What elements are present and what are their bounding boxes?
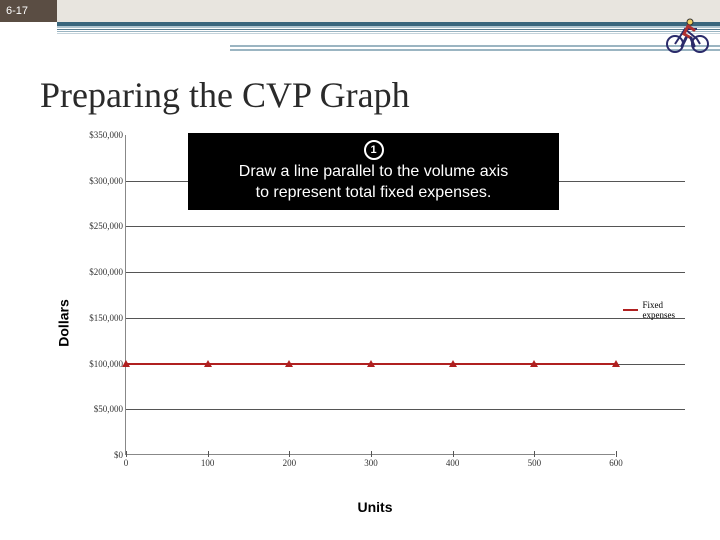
data-marker (122, 360, 130, 367)
x-tick-label: 400 (446, 458, 460, 468)
x-tick-label: 0 (124, 458, 129, 468)
page-number-bar: 6-17 (0, 0, 57, 22)
gridline (126, 226, 685, 227)
y-tick-label: $200,000 (63, 267, 126, 277)
y-tick-label: $250,000 (63, 221, 126, 231)
x-tick-mark (453, 451, 454, 457)
y-tick-label: $100,000 (63, 359, 126, 369)
x-tick-mark (616, 451, 617, 457)
x-tick-label: 600 (609, 458, 623, 468)
y-tick-label: $150,000 (63, 313, 126, 323)
data-marker (612, 360, 620, 367)
callout-line2: to represent total fixed expenses. (256, 184, 492, 201)
step-callout: 1 Draw a line parallel to the volume axi… (188, 133, 559, 210)
data-marker (204, 360, 212, 367)
gridline (126, 409, 685, 410)
x-tick-label: 100 (201, 458, 215, 468)
callout-line1: Draw a line parallel to the volume axis (239, 163, 508, 180)
divider-line (230, 49, 720, 51)
data-marker (285, 360, 293, 367)
y-tick-label: $300,000 (63, 176, 126, 186)
x-tick-label: 300 (364, 458, 378, 468)
x-tick-label: 200 (283, 458, 297, 468)
data-marker (449, 360, 457, 367)
x-tick-label: 500 (528, 458, 542, 468)
x-tick-mark (126, 451, 127, 457)
x-axis-title: Units (358, 499, 393, 515)
gridline (126, 318, 685, 319)
cvp-chart: Dollars Units $0$50,000$100,000$150,000$… (60, 135, 690, 510)
legend-swatch (623, 309, 638, 311)
x-tick-mark (534, 451, 535, 457)
header-background (57, 0, 720, 22)
y-tick-label: $0 (63, 450, 126, 460)
y-tick-label: $350,000 (63, 130, 126, 140)
legend-label: Fixed expenses (642, 300, 690, 320)
data-marker (367, 360, 375, 367)
bicycle-icon (664, 16, 712, 54)
x-tick-mark (289, 451, 290, 457)
step-number: 1 (364, 140, 384, 160)
x-tick-mark (371, 451, 372, 457)
page-number: 6-17 (6, 5, 28, 17)
y-tick-label: $50,000 (63, 404, 126, 414)
gridline (126, 272, 685, 273)
data-marker (530, 360, 538, 367)
slide-title: Preparing the CVP Graph (40, 74, 410, 116)
legend: Fixed expenses (623, 300, 690, 320)
divider-line (230, 45, 720, 47)
x-tick-mark (208, 451, 209, 457)
